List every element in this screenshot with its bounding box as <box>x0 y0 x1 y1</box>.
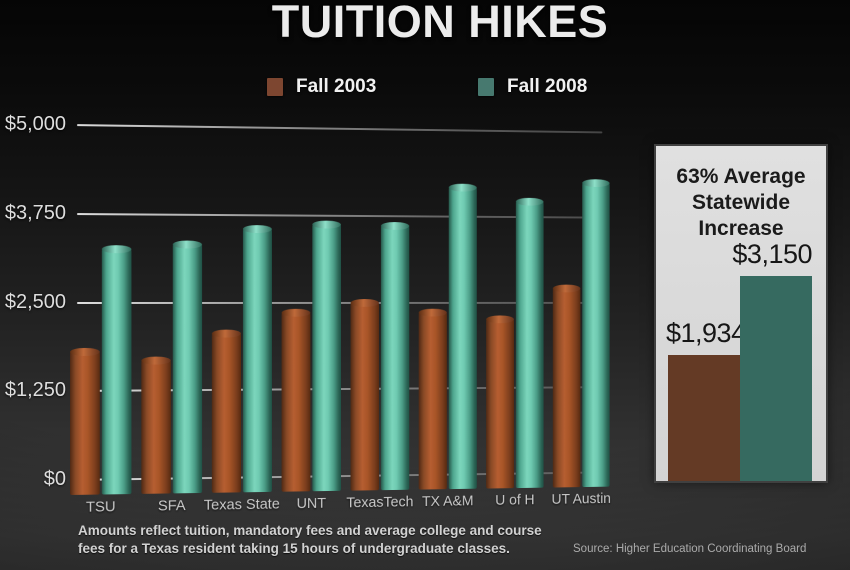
bar-tx-a-m-fall-2003 <box>418 311 447 490</box>
legend-label: Fall 2003 <box>296 76 377 97</box>
legend-label: Fall 2008 <box>507 76 588 97</box>
y-axis-tick-label: $3,750 <box>4 201 66 224</box>
panel-heading: 63% Average Statewide Increase <box>656 164 826 242</box>
bar-unt-fall-2008 <box>312 223 341 492</box>
panel-bar-value: $3,150 <box>732 239 812 269</box>
y-axis-tick-label: $2,500 <box>4 290 66 313</box>
bar-unt-fall-2003 <box>281 311 311 492</box>
legend-swatch-fall-2008-icon <box>478 78 494 96</box>
bar-ut-austin-fall-2003 <box>552 287 581 488</box>
bars-layer: TSU SFA Texas State UNT TexasTech TX A&M U of … <box>70 110 677 516</box>
y-axis-tick-label: $1,250 <box>4 379 66 402</box>
panel-heading-line2: Statewide Increase <box>691 191 791 240</box>
bar-texastech-fall-2003 <box>350 301 380 491</box>
y-axis: $5,000 $3,750 $2,500 $1,250 $0 <box>0 0 66 570</box>
bar-texastech-fall-2008 <box>380 225 410 491</box>
source-credit: Source: Higher Education Coordinating Bo… <box>573 543 807 555</box>
footnote-line1: Amounts reflect tuition, mandatory fees … <box>78 523 542 538</box>
plot-area: TSU SFA Texas State UNT TexasTech TX A&M U of … <box>70 110 677 530</box>
y-axis-tick-label: $5,000 <box>4 113 66 135</box>
bar-texas-state-fall-2008 <box>242 227 272 493</box>
bar-u-of-h-fall-2003 <box>486 318 514 489</box>
panel-heading-line1: 63% Average <box>676 165 806 188</box>
bar-tsu-fall-2003 <box>70 351 100 495</box>
bar-sfa-fall-2008 <box>172 243 203 494</box>
y-axis-tick-label: $0 <box>43 468 66 490</box>
bar-texas-state-fall-2003 <box>211 332 241 493</box>
gridline <box>76 124 603 134</box>
legend-swatch-fall-2003-icon <box>267 78 283 96</box>
bar-tx-a-m-fall-2008 <box>448 186 477 490</box>
gridlines-layer <box>70 110 677 481</box>
panel-bars-layer: $1,934 $3,150 <box>656 146 826 481</box>
panel-bar-fall-2003 <box>668 355 740 481</box>
bar-u-of-h-fall-2008 <box>515 200 544 489</box>
x-axis-label: UT Austin <box>551 490 611 508</box>
bar-ut-austin-fall-2008 <box>582 182 610 488</box>
footnote: Amounts reflect tuition, mandatory fees … <box>78 522 542 558</box>
bar-sfa-fall-2003 <box>141 359 171 494</box>
legend-item-fall-2003: Fall 2003 <box>267 76 376 98</box>
legend-item-fall-2008: Fall 2008 <box>478 76 587 98</box>
panel-bar-fall-2008 <box>740 276 812 481</box>
bar-tsu-fall-2008 <box>101 248 132 495</box>
footnote-line2: fees for a Texas resident taking 15 hour… <box>78 541 510 556</box>
chart-title: TUITION HIKES <box>271 0 609 47</box>
statewide-increase-panel: 63% Average Statewide Increase $1,934 $3,… <box>654 144 828 483</box>
panel-bar-value: $1,934 <box>666 318 746 348</box>
